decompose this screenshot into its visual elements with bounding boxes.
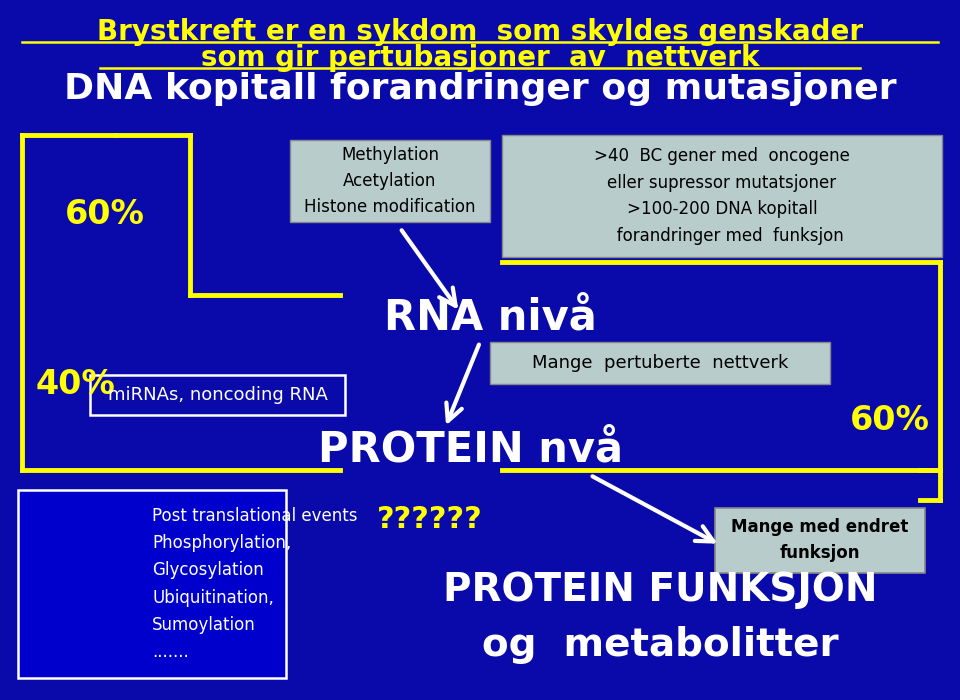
Text: miRNAs, noncoding RNA: miRNAs, noncoding RNA (108, 386, 328, 404)
Text: 40%: 40% (36, 368, 115, 402)
Text: RNA nivå: RNA nivå (384, 297, 596, 339)
Text: 60%: 60% (851, 403, 930, 437)
Text: Post translational events
Phosphorylation,
Glycosylation
Ubiquitination,
Sumoyla: Post translational events Phosphorylatio… (152, 508, 357, 661)
Bar (715, 508, 925, 573)
Text: Mange med endret
funksjon: Mange med endret funksjon (732, 519, 909, 561)
Text: som gir pertubasjoner  av  nettverk: som gir pertubasjoner av nettverk (201, 44, 759, 72)
Text: ??????: ?????? (377, 505, 483, 535)
Text: >40  BC gener med  oncogene
eller supressor mutatsjoner
>100-200 DNA kopitall
  : >40 BC gener med oncogene eller supresso… (594, 148, 850, 244)
Text: Brystkreft er en sykdom  som skyldes genskader: Brystkreft er en sykdom som skyldes gens… (97, 18, 863, 46)
Bar (18, 490, 286, 678)
Bar (290, 140, 490, 222)
Text: PROTEIN FUNKSJON: PROTEIN FUNKSJON (443, 571, 877, 609)
Text: og  metabolitter: og metabolitter (482, 626, 838, 664)
Text: PROTEIN nvå: PROTEIN nvå (318, 429, 622, 471)
Bar (90, 375, 345, 415)
Text: 60%: 60% (65, 199, 145, 232)
Text: Mange  pertuberte  nettverk: Mange pertuberte nettverk (532, 354, 788, 372)
Bar (490, 342, 830, 384)
Text: DNA kopitall forandringer og mutasjoner: DNA kopitall forandringer og mutasjoner (63, 72, 897, 106)
Bar (502, 135, 942, 257)
Text: Methylation
Acetylation
Histone modification: Methylation Acetylation Histone modifica… (304, 146, 476, 216)
